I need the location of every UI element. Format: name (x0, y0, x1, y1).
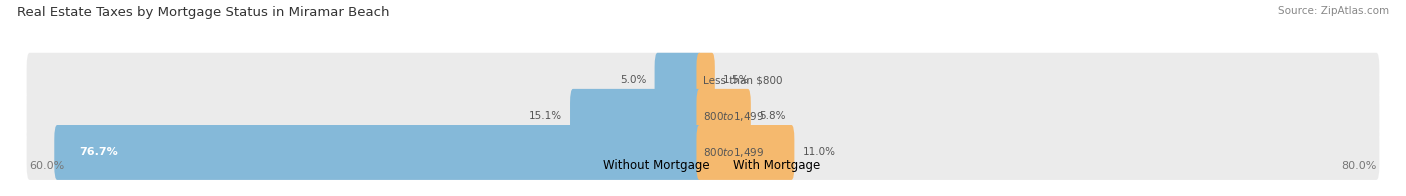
Text: 5.8%: 5.8% (759, 111, 786, 121)
FancyBboxPatch shape (696, 53, 714, 108)
Legend: Without Mortgage, With Mortgage: Without Mortgage, With Mortgage (581, 154, 825, 177)
Text: 76.7%: 76.7% (79, 147, 118, 157)
Text: Source: ZipAtlas.com: Source: ZipAtlas.com (1278, 6, 1389, 16)
Text: 80.0%: 80.0% (1341, 161, 1376, 171)
FancyBboxPatch shape (696, 125, 794, 180)
FancyBboxPatch shape (696, 89, 751, 144)
Text: $800 to $1,499: $800 to $1,499 (703, 146, 765, 159)
Text: 11.0%: 11.0% (803, 147, 835, 157)
Text: Real Estate Taxes by Mortgage Status in Miramar Beach: Real Estate Taxes by Mortgage Status in … (17, 6, 389, 19)
Text: 5.0%: 5.0% (620, 75, 647, 85)
FancyBboxPatch shape (27, 89, 1379, 144)
FancyBboxPatch shape (55, 125, 702, 180)
Text: 15.1%: 15.1% (529, 111, 562, 121)
FancyBboxPatch shape (569, 89, 702, 144)
FancyBboxPatch shape (655, 53, 702, 108)
Text: Less than $800: Less than $800 (703, 75, 783, 85)
Text: 1.5%: 1.5% (723, 75, 749, 85)
Text: 60.0%: 60.0% (30, 161, 65, 171)
FancyBboxPatch shape (27, 53, 1379, 108)
Text: $800 to $1,499: $800 to $1,499 (703, 110, 765, 123)
FancyBboxPatch shape (27, 125, 1379, 180)
